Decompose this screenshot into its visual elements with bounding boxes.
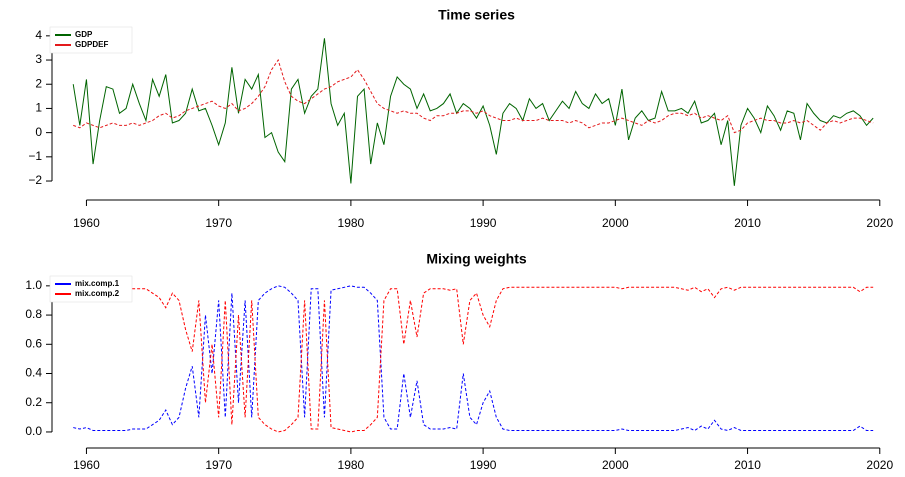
y-tick-label: 4: [35, 28, 42, 42]
series-line: [73, 286, 874, 433]
x-tick-label: 1990: [470, 216, 497, 230]
y-tick-label: −2: [28, 173, 42, 187]
x-tick-label: 2020: [866, 458, 893, 472]
x-tick-label: 1970: [205, 216, 232, 230]
chart-title: Mixing weights: [426, 251, 527, 267]
legend-label: GDPDEF: [75, 40, 108, 49]
x-tick-label: 2010: [734, 216, 761, 230]
y-tick-label: 0.0: [25, 424, 42, 438]
y-tick-label: 2: [35, 76, 42, 90]
y-tick-label: 0.6: [25, 336, 42, 350]
x-tick-label: 2000: [602, 458, 629, 472]
series-line: [72, 38, 874, 186]
legend-box: [49, 26, 133, 54]
x-tick-label: 2020: [866, 216, 893, 230]
y-tick-label: 0.2: [25, 395, 42, 409]
x-tick-label: 2000: [602, 216, 629, 230]
x-tick-label: 1960: [73, 458, 100, 472]
x-tick-label: 1990: [470, 458, 497, 472]
x-tick-label: 1970: [205, 458, 232, 472]
x-tick-label: 2010: [734, 458, 761, 472]
chart-title: Time series: [438, 7, 515, 23]
legend-box: [49, 275, 133, 303]
series-line: [73, 58, 874, 134]
y-tick-label: 3: [35, 52, 42, 66]
x-tick-label: 1980: [338, 458, 365, 472]
y-tick-label: 0.8: [25, 307, 42, 321]
x-tick-label: 1980: [338, 216, 365, 230]
x-tick-label: 1960: [73, 216, 100, 230]
y-tick-label: 0.4: [25, 366, 42, 380]
y-tick-label: 1.0: [25, 278, 42, 292]
legend-label: GDP: [75, 30, 93, 39]
legend-label: mix.comp.1: [75, 279, 120, 288]
y-tick-label: 1: [35, 101, 42, 115]
series-line: [73, 285, 874, 432]
y-tick-label: 0: [35, 125, 42, 139]
y-tick-label: −1: [28, 149, 42, 163]
legend-label: mix.comp.2: [75, 289, 120, 298]
